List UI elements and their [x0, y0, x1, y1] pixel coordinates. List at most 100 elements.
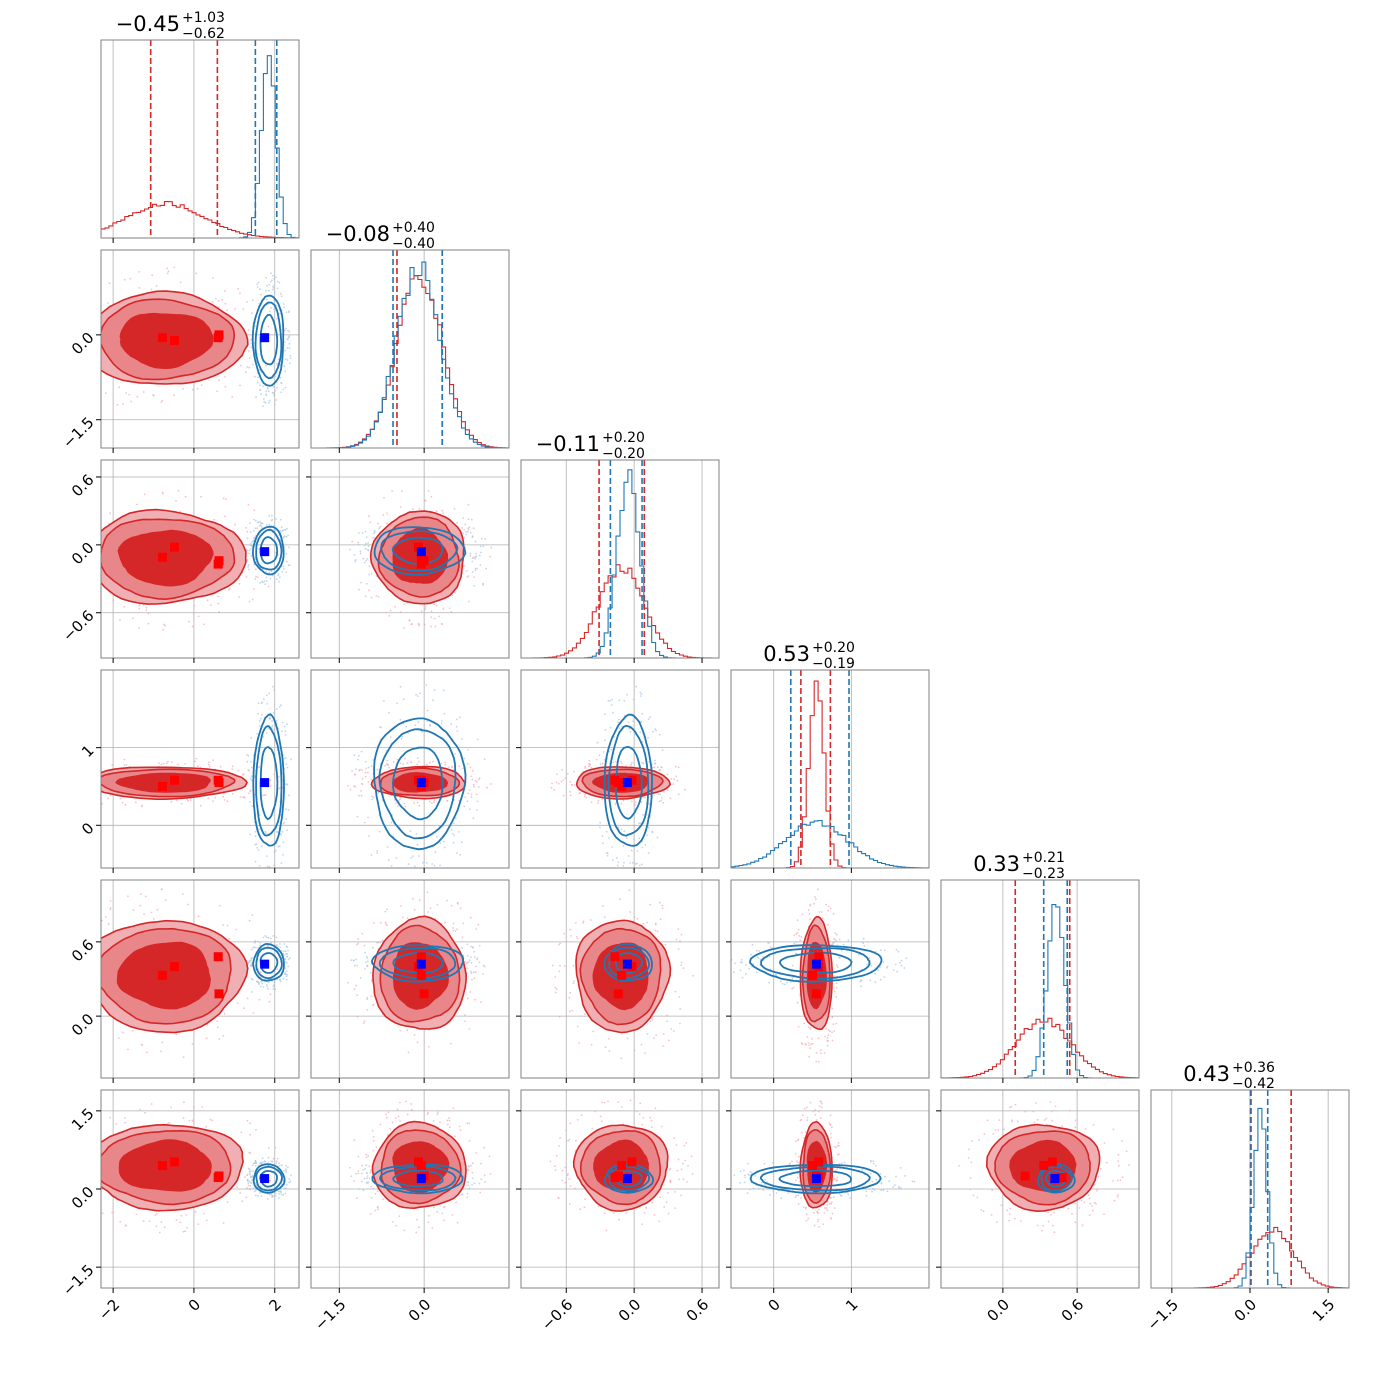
blue-sample-point — [258, 725, 261, 727]
red-sample-point — [158, 1231, 161, 1234]
red-sample-point — [576, 937, 579, 940]
blue-sample-point — [286, 955, 289, 958]
red-histogram — [731, 680, 929, 868]
blue-sample-point — [458, 831, 460, 833]
blue-sample-point — [847, 1193, 850, 1196]
red-sample-point — [267, 585, 270, 588]
red-sample-point — [569, 1185, 572, 1187]
red-sample-point — [237, 1002, 239, 1004]
blue-sample-point — [370, 1185, 372, 1188]
blue-sample-point — [880, 949, 882, 952]
red-sample-point — [360, 790, 362, 792]
blue-sample-point — [285, 1171, 288, 1174]
red-sample-point — [830, 1201, 833, 1203]
red-sample-point — [222, 795, 225, 798]
blue-sample-point — [355, 958, 358, 961]
blue-sample-point — [260, 1195, 263, 1197]
blue-sample-point — [364, 530, 367, 533]
blue-sample-point — [638, 837, 640, 840]
red-square-marker — [808, 970, 818, 980]
red-sample-point — [52, 777, 54, 779]
red-sample-point — [830, 1136, 832, 1139]
red-sample-point — [589, 919, 592, 921]
red-sample-point — [814, 1109, 817, 1111]
blue-sample-point — [878, 966, 881, 969]
blue-sample-point — [260, 845, 263, 848]
red-sample-point — [554, 976, 557, 978]
red-sample-point — [91, 785, 93, 787]
blue-sample-point — [739, 1170, 742, 1173]
red-sample-point — [143, 493, 146, 496]
red-sample-point — [68, 947, 70, 949]
blue-sample-point — [439, 873, 441, 875]
red-sample-point — [367, 781, 370, 783]
red-sample-point — [1080, 1199, 1083, 1202]
red-sample-point — [97, 1151, 99, 1153]
red-sample-point — [797, 928, 800, 931]
blue-sample-point — [618, 727, 621, 730]
blue-sample-point — [259, 941, 261, 944]
red-sample-point — [274, 1146, 277, 1149]
red-sample-point — [682, 1162, 684, 1165]
blue-sample-point — [653, 763, 656, 765]
red-sample-point — [468, 600, 470, 603]
blue-sample-point — [353, 959, 355, 962]
red-sample-point — [221, 298, 224, 301]
red-sample-point — [377, 1208, 379, 1211]
red-sample-point — [674, 1207, 677, 1209]
blue-histogram — [941, 904, 1139, 1078]
blue-sample-point — [376, 850, 379, 852]
blue-sample-point — [280, 391, 282, 394]
blue-sample-point — [280, 295, 283, 297]
red-sample-point — [226, 1201, 229, 1204]
x-tick-label: 2 — [266, 1296, 285, 1315]
blue-sample-point — [253, 1190, 256, 1193]
blue-sample-point — [255, 396, 257, 399]
red-sample-point — [672, 783, 675, 785]
blue-sample-point — [636, 862, 638, 865]
red-sample-point — [800, 936, 803, 938]
red-sample-point — [91, 787, 93, 789]
panel-title-minus: −0.20 — [602, 446, 645, 462]
blue-sample-point — [354, 560, 356, 562]
red-sample-point — [219, 765, 222, 768]
red-sample-point — [805, 1219, 808, 1222]
blue-sample-point — [248, 961, 251, 964]
red-sample-point — [238, 596, 240, 598]
red-sample-point — [182, 1230, 185, 1233]
blue-sample-point — [246, 560, 249, 562]
blue-sample-point — [863, 945, 866, 947]
red-sample-point — [812, 1212, 815, 1214]
blue-sample-point — [840, 1162, 843, 1165]
blue-sample-point — [265, 984, 268, 986]
red-sample-point — [826, 1037, 829, 1039]
red-sample-point — [553, 789, 555, 791]
blue-sample-point — [894, 963, 897, 966]
red-sample-point — [582, 921, 584, 924]
red-sample-point — [426, 891, 429, 894]
red-sample-point — [398, 1215, 401, 1217]
red-sample-point — [680, 1194, 682, 1197]
blue-sample-point — [623, 699, 626, 702]
red-sample-point — [59, 358, 61, 360]
blue-sample-point — [256, 283, 259, 286]
red-sample-point — [211, 1119, 214, 1122]
red-sample-point — [478, 786, 480, 788]
red-sample-point — [832, 912, 835, 915]
blue-sample-point — [376, 1190, 379, 1193]
red-sample-point — [386, 924, 388, 927]
red-square-marker — [419, 556, 429, 566]
red-sample-point — [808, 913, 811, 915]
blue-sample-point — [283, 757, 286, 760]
blue-sample-point — [618, 718, 620, 721]
panel-frame — [310, 459, 510, 659]
red-sample-point — [675, 1144, 678, 1146]
red-sample-point — [399, 905, 402, 907]
contour-panel-2-1: 0.0−1.5 — [59, 249, 300, 453]
blue-sample-point — [271, 514, 273, 517]
red-sample-point — [168, 1121, 171, 1124]
red-square-marker — [170, 775, 180, 785]
red-sample-point — [453, 508, 456, 510]
red-sample-point — [70, 331, 72, 333]
blue-sample-point — [757, 957, 760, 960]
